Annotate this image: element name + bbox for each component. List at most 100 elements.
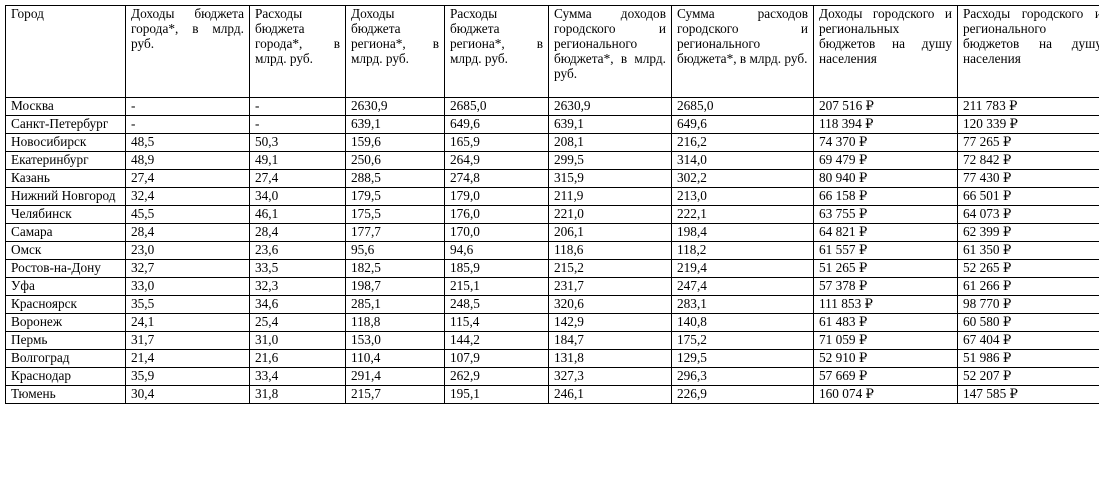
cell-city-income: -: [125, 115, 250, 134]
cell-region-income: 250,6: [345, 151, 445, 170]
cell-city-income: 45,5: [125, 205, 250, 224]
cell-total-expense: 296,3: [671, 367, 814, 386]
cell-income-per-capita: 111 853 ₽: [813, 295, 958, 314]
cell-city-income: 33,0: [125, 277, 250, 296]
cell-income-per-capita: 57 669 ₽: [813, 367, 958, 386]
cell-total-income: 320,6: [548, 295, 672, 314]
cell-city-income: 28,4: [125, 223, 250, 242]
cell-expense-per-capita: 52 207 ₽: [957, 367, 1099, 386]
table-row: Ростов-на-Дону 32,7 33,5 182,5 185,9 215,2 219…: [5, 259, 1099, 278]
cell-total-expense: 216,2: [671, 133, 814, 152]
cell-total-income: 315,9: [548, 169, 672, 188]
cell-city-expense: 32,3: [249, 277, 346, 296]
header-cell-region-income: Доходы бюджета региона*, в млрд. руб.: [345, 5, 445, 98]
cell-income-per-capita: 160 074 ₽: [813, 385, 958, 404]
cell-expense-per-capita: 72 842 ₽: [957, 151, 1099, 170]
cell-expense-per-capita: 60 580 ₽: [957, 313, 1099, 332]
cell-expense-per-capita: 147 585 ₽: [957, 385, 1099, 404]
cell-region-income: 2630,9: [345, 97, 445, 116]
cell-total-expense: 222,1: [671, 205, 814, 224]
cell-city-income: 30,4: [125, 385, 250, 404]
cell-total-income: 2630,9: [548, 97, 672, 116]
cell-city-expense: 46,1: [249, 205, 346, 224]
header-cell-city: Город: [5, 5, 126, 98]
cell-region-income: 215,7: [345, 385, 445, 404]
cell-city-income: -: [125, 97, 250, 116]
cell-region-income: 639,1: [345, 115, 445, 134]
cell-total-expense: 302,2: [671, 169, 814, 188]
cell-region-income: 177,7: [345, 223, 445, 242]
cell-income-per-capita: 80 940 ₽: [813, 169, 958, 188]
cell-expense-per-capita: 66 501 ₽: [957, 187, 1099, 206]
cell-income-per-capita: 207 516 ₽: [813, 97, 958, 116]
table-row: Воронеж 24,1 25,4 118,8 115,4 142,9 140,8 61 48…: [5, 313, 1099, 332]
cell-region-expense: 2685,0: [444, 97, 549, 116]
cell-total-income: 131,8: [548, 349, 672, 368]
cell-city: Казань: [5, 169, 126, 188]
cell-city: Красноярск: [5, 295, 126, 314]
cell-total-expense: 2685,0: [671, 97, 814, 116]
cell-total-income: 118,6: [548, 241, 672, 260]
cell-city-income: 23,0: [125, 241, 250, 260]
cell-total-income: 142,9: [548, 313, 672, 332]
cell-city-expense: 50,3: [249, 133, 346, 152]
header-row: Город Доходы бюджета города*, в млрд. ру…: [5, 5, 1099, 98]
cell-total-expense: 140,8: [671, 313, 814, 332]
table-row: Красноярск 35,5 34,6 285,1 248,5 320,6 283,1 11…: [5, 295, 1099, 314]
cell-city-income: 35,9: [125, 367, 250, 386]
cell-region-expense: 94,6: [444, 241, 549, 260]
cell-income-per-capita: 52 910 ₽: [813, 349, 958, 368]
cell-expense-per-capita: 51 986 ₽: [957, 349, 1099, 368]
cell-city-expense: -: [249, 115, 346, 134]
cell-region-income: 110,4: [345, 349, 445, 368]
cell-city-income: 21,4: [125, 349, 250, 368]
cell-region-income: 179,5: [345, 187, 445, 206]
cell-total-income: 211,9: [548, 187, 672, 206]
cell-city-expense: 33,4: [249, 367, 346, 386]
cell-region-income: 291,4: [345, 367, 445, 386]
cell-city-income: 24,1: [125, 313, 250, 332]
cell-region-income: 118,8: [345, 313, 445, 332]
cell-total-income: 639,1: [548, 115, 672, 134]
cell-income-per-capita: 61 483 ₽: [813, 313, 958, 332]
cell-total-income: 206,1: [548, 223, 672, 242]
cell-region-income: 159,6: [345, 133, 445, 152]
cell-income-per-capita: 63 755 ₽: [813, 205, 958, 224]
header-cell-city-income: Доходы бюджета города*, в млрд. руб.: [125, 5, 250, 98]
table-row: Самара 28,4 28,4 177,7 170,0 206,1 198,4 64 821…: [5, 223, 1099, 242]
cell-city: Пермь: [5, 331, 126, 350]
cell-city: Волгоград: [5, 349, 126, 368]
cell-total-income: 221,0: [548, 205, 672, 224]
cell-region-income: 95,6: [345, 241, 445, 260]
cell-region-expense: 144,2: [444, 331, 549, 350]
cell-expense-per-capita: 61 266 ₽: [957, 277, 1099, 296]
table-row: Казань 27,4 27,4 288,5 274,8 315,9 302,2 80 940…: [5, 169, 1099, 188]
cell-total-income: 231,7: [548, 277, 672, 296]
cell-city: Санкт-Петербург: [5, 115, 126, 134]
table-row: Волгоград 21,4 21,6 110,4 107,9 131,8 129,5 52 …: [5, 349, 1099, 368]
cell-city-income: 48,9: [125, 151, 250, 170]
cell-region-expense: 165,9: [444, 133, 549, 152]
cell-city: Новосибирск: [5, 133, 126, 152]
cell-income-per-capita: 69 479 ₽: [813, 151, 958, 170]
table-row: Краснодар 35,9 33,4 291,4 262,9 327,3 296,3 57 …: [5, 367, 1099, 386]
cell-city-income: 32,7: [125, 259, 250, 278]
cell-income-per-capita: 74 370 ₽: [813, 133, 958, 152]
cell-expense-per-capita: 120 339 ₽: [957, 115, 1099, 134]
cell-total-expense: 213,0: [671, 187, 814, 206]
cell-total-expense: 283,1: [671, 295, 814, 314]
header-cell-total-income: Сумма доходов городского и регионального…: [548, 5, 672, 98]
cell-city: Самара: [5, 223, 126, 242]
cell-region-expense: 170,0: [444, 223, 549, 242]
cell-region-income: 288,5: [345, 169, 445, 188]
cell-total-expense: 198,4: [671, 223, 814, 242]
table-row: Екатеринбург 48,9 49,1 250,6 264,9 299,5 314,0…: [5, 151, 1099, 170]
cell-region-expense: 215,1: [444, 277, 549, 296]
cell-region-expense: 185,9: [444, 259, 549, 278]
cell-total-income: 208,1: [548, 133, 672, 152]
cell-region-income: 175,5: [345, 205, 445, 224]
header-cell-city-expense: Расходы бюджета города*, в млрд. руб.: [249, 5, 346, 98]
cell-total-expense: 118,2: [671, 241, 814, 260]
header-cell-total-expense: Сумма расходов городского и региональног…: [671, 5, 814, 98]
cell-expense-per-capita: 77 430 ₽: [957, 169, 1099, 188]
